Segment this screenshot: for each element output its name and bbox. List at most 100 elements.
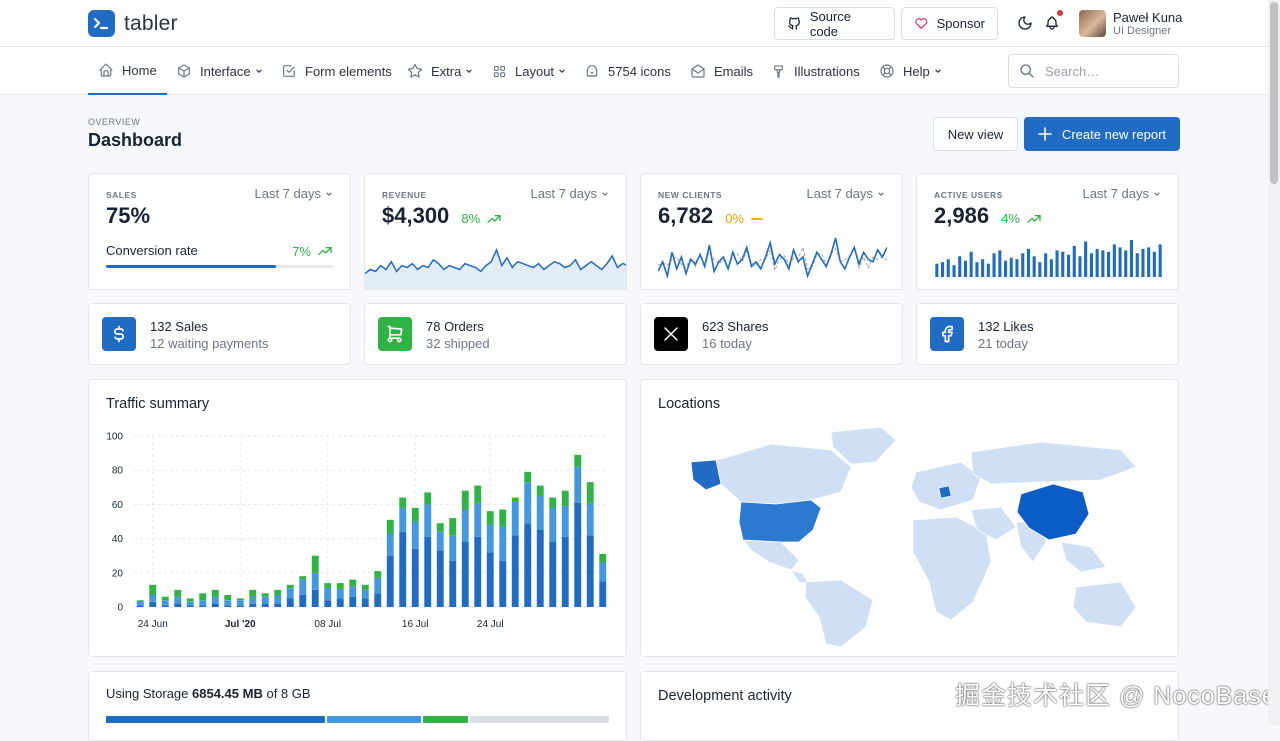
nav-item-extra[interactable]: Extra — [407, 47, 473, 95]
users-bar — [1061, 251, 1065, 277]
map-region-europe — [910, 461, 982, 511]
users-bar — [1118, 247, 1122, 277]
traffic-bar-segment — [311, 589, 319, 607]
scrollbar[interactable] — [1268, 0, 1280, 725]
card-title: Development activity — [658, 688, 792, 704]
nav-label: Emails — [714, 63, 754, 79]
bell-icon[interactable] — [1043, 14, 1061, 32]
nav-item-form-elements[interactable]: Form elements — [281, 47, 392, 95]
storage-segment — [106, 716, 325, 723]
stat-change-value: 4% — [1001, 211, 1020, 226]
storage-segment — [326, 716, 422, 723]
conversion-label: Conversion rate — [106, 243, 198, 258]
scrollbar-thumb[interactable] — [1270, 2, 1278, 184]
navbar: Home Interface Form elements Extra Layou… — [0, 47, 1268, 95]
traffic-bar-segment — [186, 601, 194, 606]
create-report-button[interactable]: Create new report — [1024, 117, 1180, 151]
traffic-bar-segment — [199, 605, 207, 607]
locations-card: Locations — [640, 379, 1179, 657]
home-icon — [99, 63, 113, 77]
users-bar — [1038, 262, 1042, 277]
nav-item-layout[interactable]: Layout — [492, 47, 566, 95]
map-region-australia — [1072, 581, 1137, 628]
period-dropdown[interactable]: Last 7 days — [255, 186, 334, 201]
traffic-bar-segment — [511, 501, 519, 536]
source-code-button[interactable]: Source code — [774, 7, 895, 40]
traffic-bar-segment — [311, 572, 319, 590]
users-bar — [1078, 256, 1082, 277]
heart-icon — [915, 18, 928, 29]
trending-up-icon — [318, 247, 332, 255]
avatar[interactable] — [1079, 10, 1106, 37]
traffic-bar-segment — [274, 603, 282, 607]
stat-label: REVENUE — [382, 190, 427, 200]
period-dropdown[interactable]: Last 7 days — [1083, 186, 1162, 201]
nav-item-interface[interactable]: Interface — [176, 47, 263, 95]
brand-name: tabler — [124, 11, 178, 35]
nav-item-icons[interactable]: 5754 icons — [584, 47, 671, 95]
users-bar — [1084, 241, 1088, 277]
traffic-bar-segment — [149, 595, 157, 602]
sponsor-button[interactable]: Sponsor — [901, 7, 998, 40]
nav-item-home[interactable]: Home — [88, 47, 167, 95]
source-code-label: Source code — [809, 8, 852, 39]
nav-label: Illustrations — [794, 63, 860, 79]
users-bar — [998, 250, 1002, 277]
y-tick-label: 100 — [106, 432, 123, 443]
nav-item-emails[interactable]: Emails — [690, 47, 753, 95]
nav-label: 5754 icons — [608, 63, 671, 79]
traffic-bar-segment — [249, 589, 257, 595]
traffic-bar-segment — [136, 601, 144, 606]
nav-label: Interface — [200, 63, 251, 79]
stat-label: NEW CLIENTS — [658, 190, 723, 200]
conversion-progress-fill — [106, 265, 277, 268]
nav-item-illustrations[interactable]: Illustrations — [771, 47, 860, 95]
x-tick-label: Jul '20 — [225, 619, 256, 630]
nav-item-help[interactable]: Help — [879, 47, 942, 95]
map-region-usa — [738, 499, 822, 543]
traffic-bar-segment — [199, 593, 207, 601]
mini-title: 78 Orders — [426, 319, 484, 334]
traffic-bar-segment — [149, 584, 157, 596]
traffic-bar-segment — [336, 589, 344, 599]
stat-card-new-clients: NEW CLIENTS Last 7 days 6,782 0% — [640, 173, 903, 290]
user-name[interactable]: Paweł Kuna — [1113, 10, 1183, 25]
users-bar — [1021, 253, 1025, 277]
period-dropdown[interactable]: Last 7 days — [807, 186, 886, 201]
stat-change: 4% — [1001, 211, 1042, 227]
brand-logo[interactable]: tabler — [88, 10, 178, 37]
users-bar — [1072, 245, 1076, 277]
map-region-germany — [938, 485, 952, 499]
traffic-bar-segment — [361, 598, 369, 607]
traffic-bar-segment — [586, 502, 594, 536]
create-report-label: Create new report — [1061, 126, 1167, 142]
revenue-line — [365, 247, 626, 275]
traffic-bar-segment — [149, 601, 157, 607]
users-bar — [1049, 259, 1053, 277]
moon-icon[interactable] — [1016, 14, 1034, 32]
sponsor-label: Sponsor — [936, 16, 985, 31]
search-box[interactable] — [1008, 54, 1179, 88]
period-dropdown[interactable]: Last 7 days — [531, 186, 610, 201]
traffic-bar-segment — [186, 598, 194, 602]
traffic-bar-segment — [374, 571, 382, 578]
storage-text: Using Storage 6854.45 MB of 8 GB — [106, 686, 311, 701]
x-tick-label: 08 Jul — [314, 619, 341, 630]
nav-label: Home — [122, 62, 157, 78]
map-region-south-america — [804, 579, 874, 647]
traffic-bar-segment — [361, 584, 369, 590]
chevron-down-icon — [878, 191, 884, 196]
new-view-button[interactable]: New view — [933, 117, 1018, 151]
traffic-bar-segment — [324, 588, 332, 601]
conversion-progress — [106, 265, 333, 268]
traffic-bar-segment — [449, 560, 457, 607]
traffic-bar-segment — [386, 533, 394, 556]
world-map — [690, 426, 1137, 647]
traffic-bar-segment — [211, 589, 219, 597]
traffic-bar-segment — [449, 535, 457, 561]
users-bar — [1015, 259, 1019, 277]
checkbox-icon — [283, 65, 295, 77]
search-input[interactable] — [1045, 63, 1165, 79]
users-bar — [1004, 260, 1008, 277]
brush-icon — [774, 64, 783, 78]
